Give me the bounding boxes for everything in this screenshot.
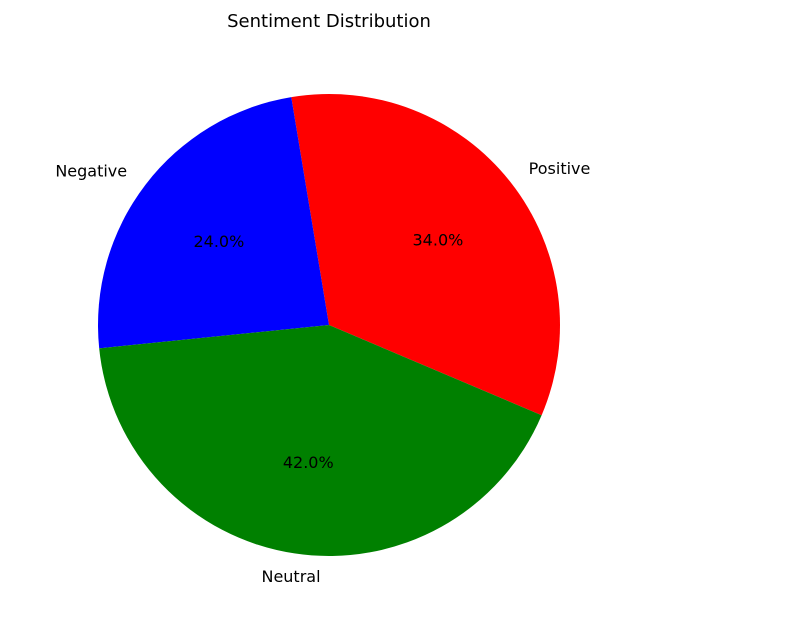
chart-title: Sentiment Distribution — [227, 11, 431, 32]
pie-slice-negative — [98, 97, 329, 349]
slice-label-positive: Positive — [529, 159, 591, 178]
slice-label-neutral: Neutral — [261, 567, 320, 586]
slice-percent-neutral: 42.0% — [283, 453, 334, 472]
slice-percent-positive: 34.0% — [413, 230, 464, 249]
pie-labels: Positive 34.0% Negative 24.0% Neutral 42.0% — [55, 159, 590, 586]
pie-slices — [98, 94, 560, 556]
slice-percent-negative: 24.0% — [193, 232, 244, 251]
slice-label-negative: Negative — [55, 162, 127, 181]
pie-slice-neutral — [99, 325, 542, 556]
pie-slice-positive — [291, 94, 560, 416]
